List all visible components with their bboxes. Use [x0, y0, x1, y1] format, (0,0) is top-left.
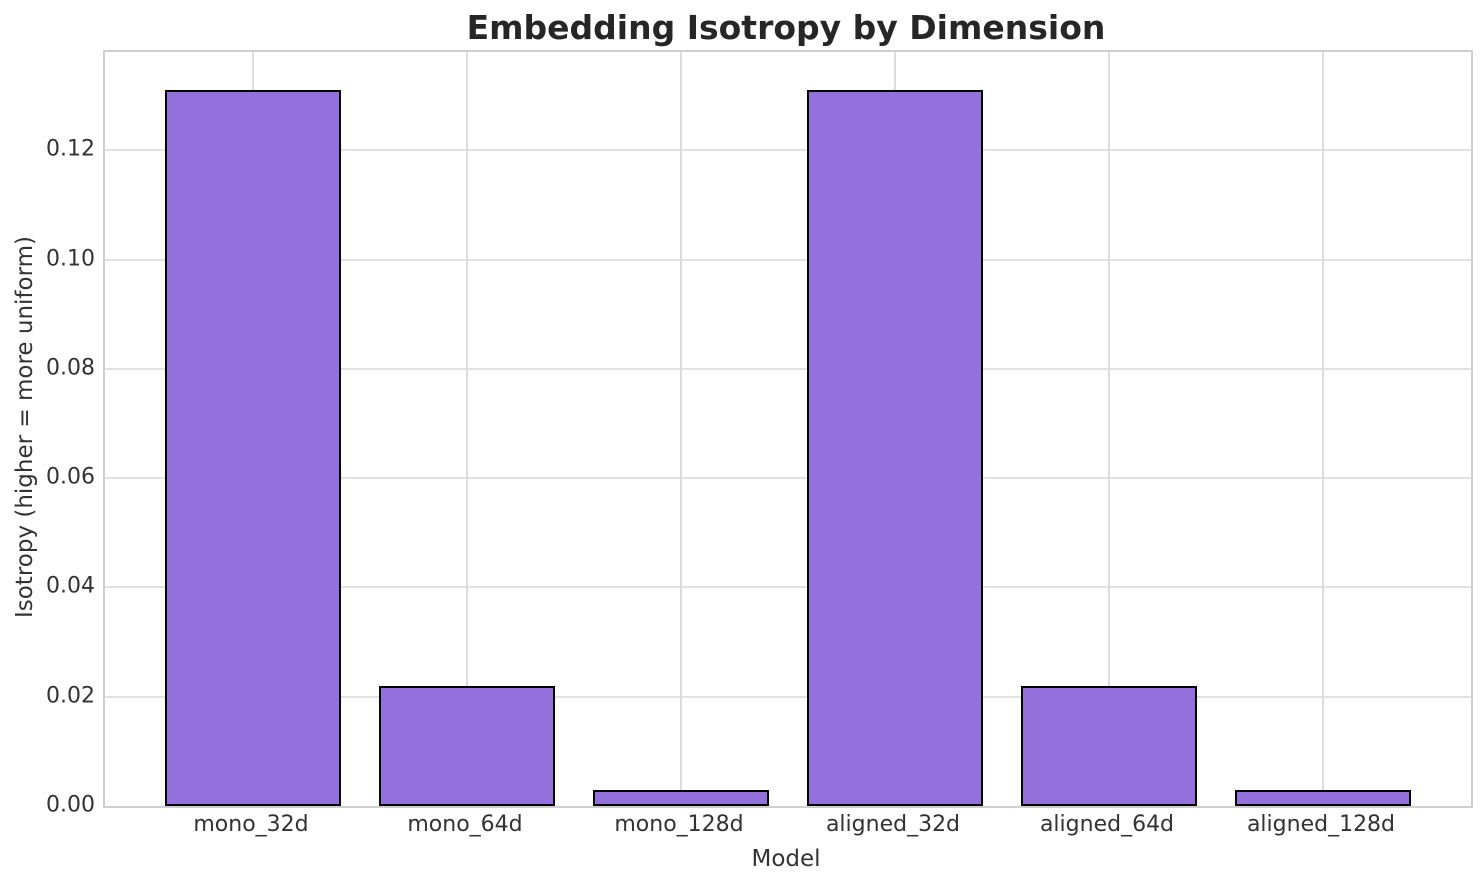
- h-gridline: [105, 586, 1471, 589]
- y-tick-label: 0.00: [46, 792, 95, 818]
- bar-aligned_32d: [807, 90, 983, 806]
- bar-mono_64d: [379, 685, 555, 806]
- x-tick-label: aligned_32d: [825, 812, 961, 837]
- x-tick-label: mono_32d: [193, 812, 309, 837]
- bar-aligned_64d: [1021, 685, 1197, 806]
- y-tick-label: 0.04: [46, 573, 95, 599]
- bar-mono_32d: [165, 90, 341, 806]
- x-tick-label: aligned_64d: [1039, 812, 1175, 837]
- v-gridline: [680, 52, 682, 806]
- v-gridline: [1108, 52, 1110, 806]
- v-gridline: [466, 52, 468, 806]
- h-gridline: [105, 149, 1471, 152]
- chart-title: Embedding Isotropy by Dimension: [466, 8, 1106, 47]
- x-tick-label: mono_64d: [407, 812, 523, 837]
- y-axis-label: Isotropy (higher = more uniform): [12, 235, 38, 619]
- y-tick-label: 0.02: [46, 683, 95, 709]
- h-gridline: [105, 695, 1471, 698]
- h-gridline: [105, 258, 1471, 261]
- h-gridline: [105, 477, 1471, 480]
- x-axis-label: Model: [751, 846, 821, 872]
- y-tick-label: 0.12: [46, 136, 95, 162]
- y-tick-label: 0.10: [46, 246, 95, 272]
- x-tick-label: mono_128d: [614, 812, 744, 837]
- plot-area: [103, 50, 1473, 808]
- bar-mono_128d: [593, 789, 769, 806]
- bar-aligned_128d: [1235, 789, 1411, 806]
- y-tick-label: 0.08: [46, 355, 95, 381]
- h-gridline: [105, 367, 1471, 370]
- v-gridline: [1322, 52, 1324, 806]
- y-tick-label: 0.06: [46, 464, 95, 490]
- x-tick-label: aligned_128d: [1246, 812, 1396, 837]
